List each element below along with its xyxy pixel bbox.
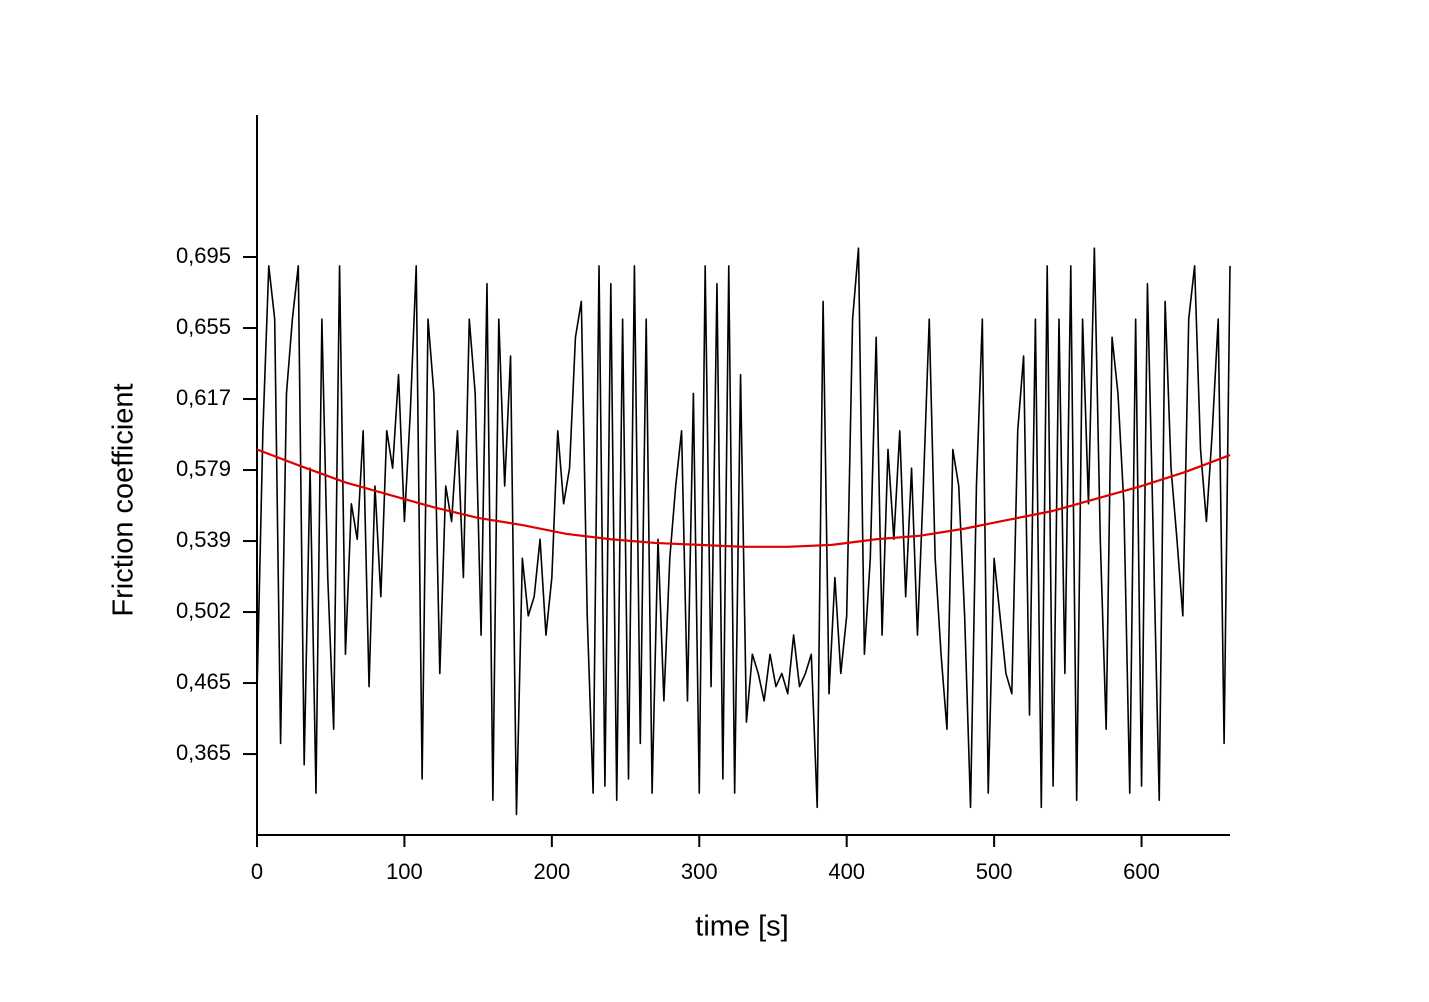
x-tick-label: 0 <box>251 859 263 884</box>
x-tick-label: 500 <box>976 859 1013 884</box>
x-tick-label: 100 <box>386 859 423 884</box>
x-tick-label: 300 <box>681 859 718 884</box>
x-tick-label: 400 <box>828 859 865 884</box>
y-tick-label: 0,695 <box>176 243 231 268</box>
y-tick-label: 0,539 <box>176 527 231 552</box>
x-tick-label: 200 <box>533 859 570 884</box>
data-line <box>256 247 1231 816</box>
y-tick-label: 0,365 <box>176 740 231 765</box>
x-axis-title: time [s] <box>695 911 788 943</box>
y-tick-label: 0,502 <box>176 598 231 623</box>
x-tick-label: 600 <box>1123 859 1160 884</box>
y-tick-label: 0,617 <box>176 385 231 410</box>
y-tick-label: 0,655 <box>176 314 231 339</box>
y-tick-label: 0,579 <box>176 456 231 481</box>
y-tick-label: 0,465 <box>176 669 231 694</box>
y-axis-title: Friction coefficient <box>108 383 140 616</box>
data-line <box>256 448 1231 548</box>
